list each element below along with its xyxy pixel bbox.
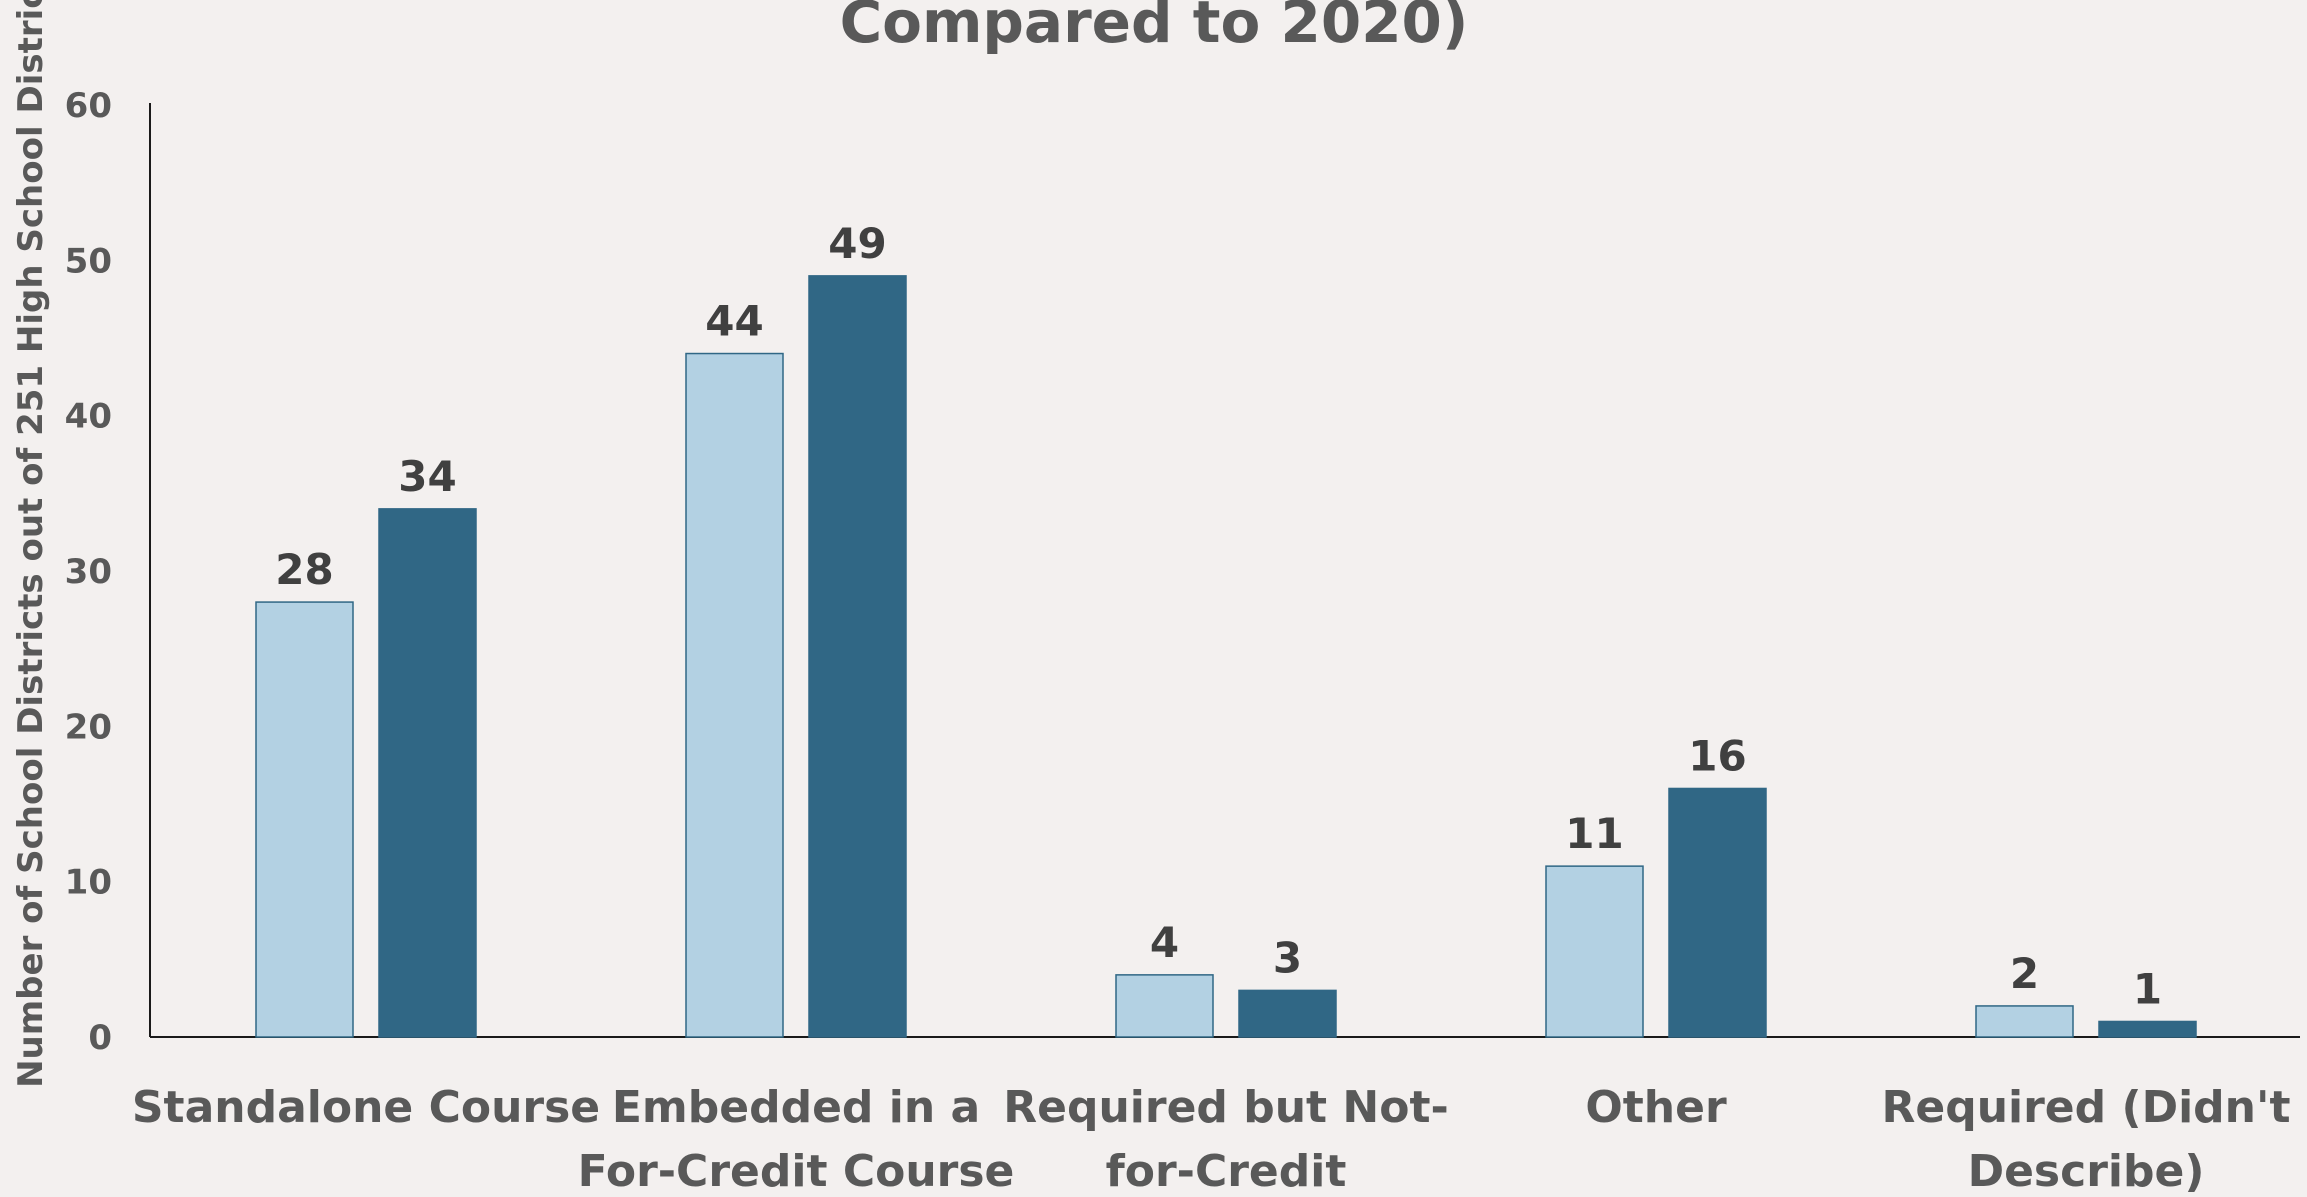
category-label-line: Required but Not- [1003, 1082, 1449, 1133]
bar [2098, 1020, 2197, 1038]
data-label: 28 [275, 545, 333, 594]
axes: 0 10 20 30 40 50 60 [65, 86, 2300, 1058]
category-label: Required (Didn't Describe) [1881, 1082, 2290, 1197]
category-label: Required but Not-for-Credit [1003, 1082, 1449, 1197]
data-label: 16 [1688, 731, 1746, 780]
data-label: 44 [705, 297, 763, 346]
bar [1975, 1005, 2074, 1038]
category-label: Standalone Course [132, 1082, 600, 1133]
data-label: 2 [2010, 949, 2039, 998]
bar [1238, 989, 1337, 1038]
bar [1545, 865, 1644, 1038]
y-tick-label: 50 [65, 241, 112, 281]
bar [1115, 974, 1214, 1038]
bar [685, 352, 784, 1038]
y-tick-label: 30 [65, 552, 112, 592]
category-label: Embedded in a For-Credit Course [578, 1082, 1015, 1197]
y-tick-label: 60 [65, 86, 112, 126]
category-label: Other [1585, 1082, 1727, 1133]
bar [378, 508, 477, 1038]
category-label-line: Required (Didn't [1881, 1082, 2290, 1133]
category-label-line: Describe) [1968, 1146, 2205, 1197]
category-label-line: Embedded in a [612, 1082, 980, 1133]
data-label: 1 [2133, 964, 2162, 1013]
category-label-line: Standalone Course [132, 1082, 600, 1133]
data-label: 34 [398, 452, 456, 501]
bar [1668, 787, 1767, 1038]
bar [808, 275, 907, 1038]
bar [255, 601, 354, 1038]
category-label-line: Other [1585, 1082, 1727, 1133]
y-tick-label: 20 [65, 707, 112, 747]
y-tick-label: 10 [65, 863, 112, 903]
chart-title: Compared to 2020) [840, 0, 1469, 56]
y-tick-label: 40 [65, 397, 112, 437]
data-label: 11 [1565, 809, 1623, 858]
data-label: 3 [1273, 933, 1302, 982]
y-tick-label: 0 [88, 1018, 112, 1058]
data-label: 49 [828, 219, 886, 268]
y-axis-label: Number of School Districts out of 251 Hi… [11, 0, 51, 1088]
bars [255, 275, 2197, 1038]
category-label-line: for-Credit [1106, 1146, 1347, 1197]
data-label: 4 [1150, 918, 1179, 967]
category-label-line: For-Credit Course [578, 1146, 1015, 1197]
